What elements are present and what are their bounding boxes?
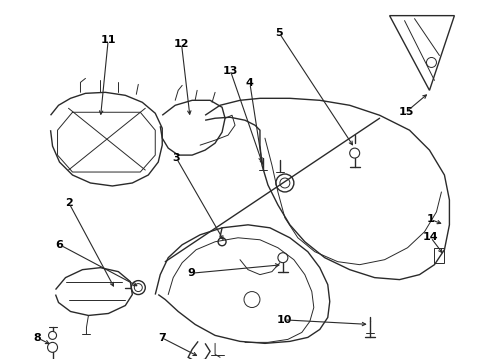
Text: 10: 10 — [276, 315, 292, 325]
Text: 4: 4 — [246, 78, 254, 88]
Text: 11: 11 — [100, 35, 116, 45]
Text: 12: 12 — [174, 39, 189, 49]
Text: 9: 9 — [187, 268, 195, 278]
Text: 13: 13 — [222, 66, 238, 76]
Text: 2: 2 — [65, 198, 73, 208]
Text: 14: 14 — [423, 232, 439, 242]
Text: 7: 7 — [158, 333, 166, 343]
Text: 1: 1 — [427, 215, 435, 224]
Text: 8: 8 — [33, 333, 41, 343]
Text: 5: 5 — [275, 28, 283, 38]
Text: 15: 15 — [398, 107, 414, 117]
Text: 6: 6 — [55, 239, 63, 249]
Text: 3: 3 — [173, 153, 180, 163]
